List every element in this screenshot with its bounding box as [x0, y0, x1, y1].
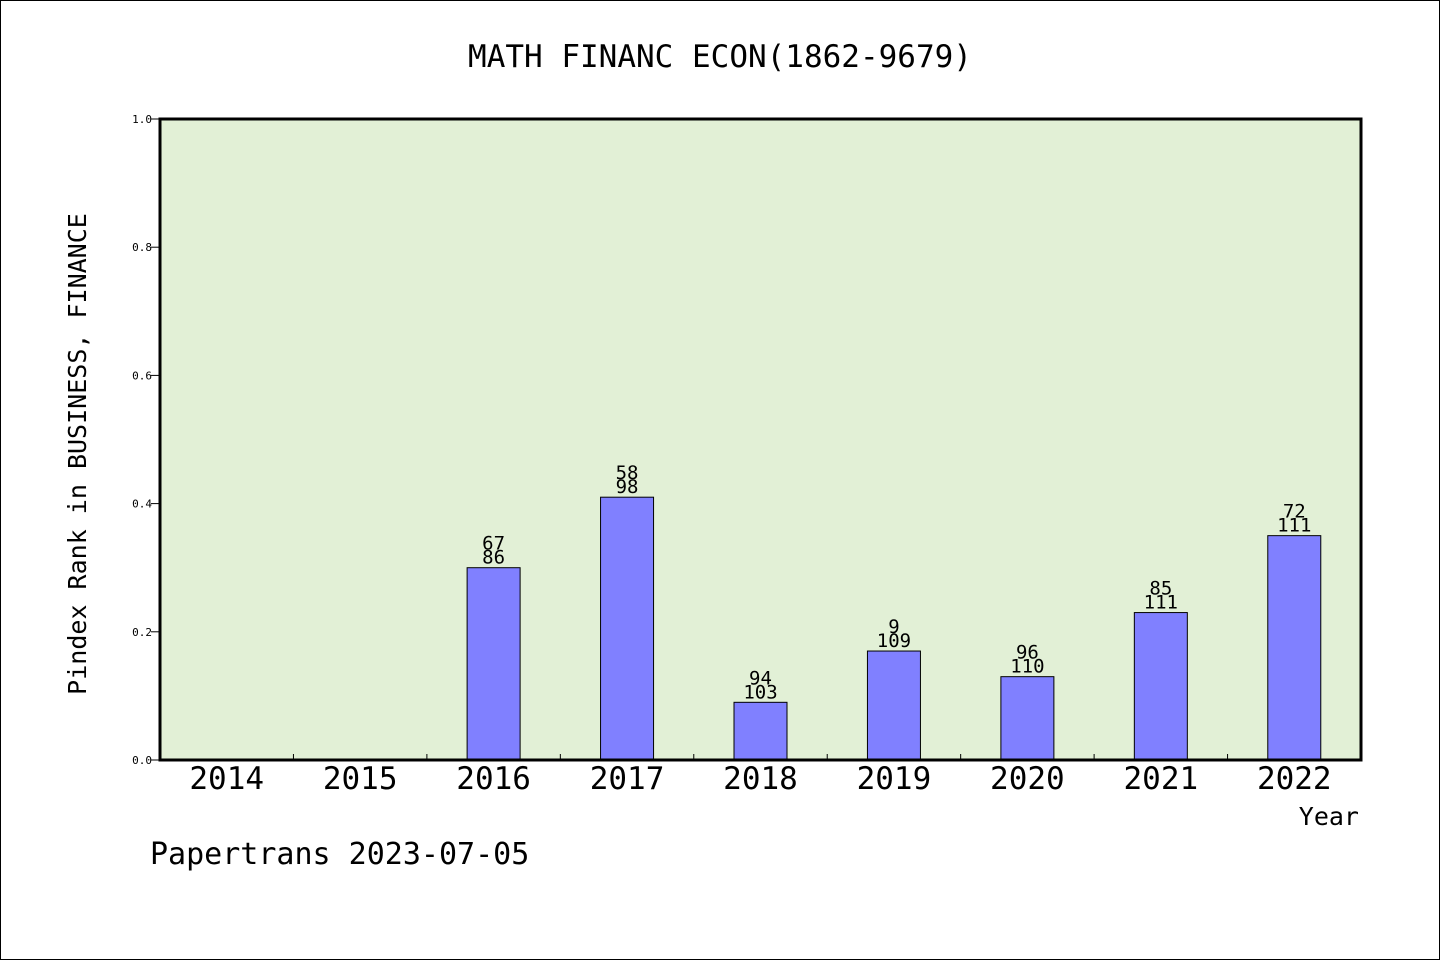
bar-2022 [1267, 535, 1322, 761]
x-axis-label: Year [1299, 802, 1359, 831]
y-axis-ticks: 0.0 0.2 0.4 0.6 0.8 1.0 [132, 113, 160, 767]
bar-label-bottom: 110 [1010, 656, 1044, 678]
footer-credit: Papertrans 2023-07-05 [150, 837, 529, 872]
y-tick-label: 0.4 [132, 498, 152, 511]
bar-label-bottom: 98 [616, 476, 639, 498]
bar-label-top: 94 [749, 667, 772, 689]
x-tick-label: 2016 [456, 761, 531, 797]
bar-label-bottom: 103 [743, 681, 777, 703]
bar-label-top: 96 [1016, 642, 1039, 664]
y-tick-label: 1.0 [132, 113, 152, 126]
y-axis-label: Pindex Rank in BUSINESS, FINANCE [63, 213, 92, 695]
bar-label-bottom: 86 [482, 547, 505, 569]
x-tick-label: 2018 [723, 761, 798, 797]
x-tick-label: 2015 [323, 761, 398, 797]
bar-2020 [1000, 676, 1055, 761]
x-tick-label: 2014 [189, 761, 264, 797]
bar-label-bottom: 111 [1277, 515, 1311, 537]
x-tick-label: 2020 [990, 761, 1065, 797]
bar-2016 [466, 567, 521, 761]
y-tick-label: 0.0 [132, 754, 152, 767]
x-axis-ticks: 2014 2015 2016 2017 2018 2019 2020 2021 2022 [189, 754, 1332, 797]
bar-2018 [733, 701, 788, 761]
bar-label-bottom: 111 [1144, 592, 1178, 614]
bar-label-top: 85 [1149, 578, 1172, 600]
bar-label-bottom: 109 [877, 630, 911, 652]
y-tick-label: 0.6 [132, 369, 152, 382]
x-tick-label: 2017 [590, 761, 665, 797]
bar-label-top: 58 [616, 462, 639, 484]
x-tick-label: 2021 [1124, 761, 1199, 797]
bar-label-top: 72 [1283, 501, 1306, 523]
plot-frame [158, 117, 1363, 762]
bar-2017 [600, 496, 655, 761]
bar-label-top: 67 [482, 533, 505, 555]
bar-2019 [866, 650, 921, 761]
bar-2021 [1133, 612, 1188, 761]
chart-title: MATH FINANC ECON(1862-9679) [468, 39, 972, 75]
y-tick-label: 0.2 [132, 626, 152, 639]
bars [466, 496, 1322, 761]
x-tick-label: 2019 [857, 761, 932, 797]
x-tick-label: 2022 [1257, 761, 1332, 797]
y-tick-label: 0.8 [132, 241, 152, 254]
bar-label-top: 9 [888, 616, 899, 638]
